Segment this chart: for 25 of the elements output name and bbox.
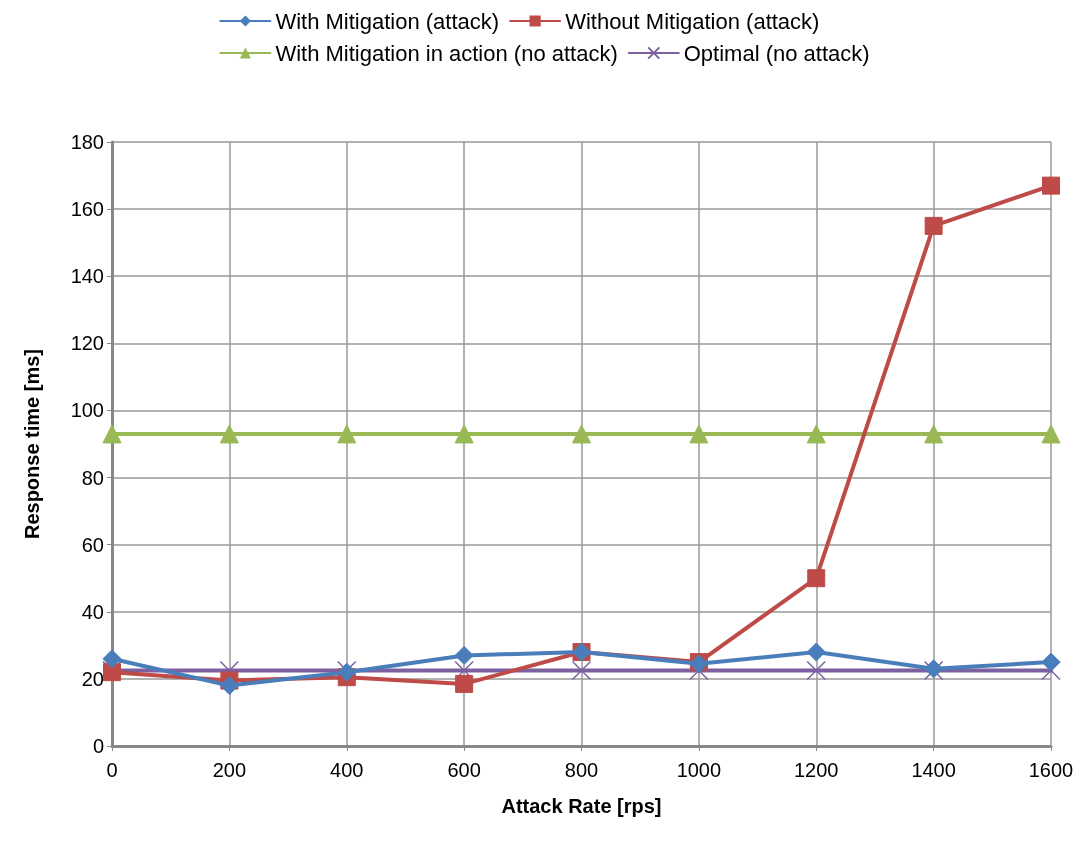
x-tick-label: 1000	[676, 759, 722, 781]
x-tick-label: 400	[330, 759, 364, 781]
y-tick-label: 60	[81, 533, 104, 556]
y-axis-title: Response time [ms]	[21, 348, 43, 540]
x-tick-label: 0	[106, 759, 118, 781]
y-tick-label: 180	[70, 131, 104, 153]
y-tick-label: 120	[70, 332, 104, 355]
y-tick-label: 100	[70, 399, 104, 422]
x-tick-label: 1400	[911, 759, 956, 781]
x-tick-label: 1600	[1028, 759, 1074, 781]
x-tick-label: 1200	[794, 759, 839, 781]
y-tick-label: 0	[92, 735, 104, 757]
y-tick-label: 160	[70, 198, 104, 221]
y-tick-label: 80	[81, 466, 104, 489]
legend-label: With Mitigation (attack)	[275, 8, 500, 34]
x-tick-label: 600	[447, 759, 481, 781]
y-tick-label: 40	[81, 600, 104, 623]
x-tick-label: 200	[212, 759, 247, 781]
legend-label: Optimal (no attack)	[683, 40, 870, 66]
y-tick-label: 140	[70, 265, 104, 288]
x-axis-title: Attack Rate [rps]	[501, 795, 662, 817]
legend-label: Without Mitigation (attack)	[565, 8, 820, 34]
legend-label: With Mitigation in action (no attack)	[275, 40, 618, 66]
y-tick-label: 20	[81, 667, 104, 690]
x-tick-label: 800	[564, 759, 599, 781]
